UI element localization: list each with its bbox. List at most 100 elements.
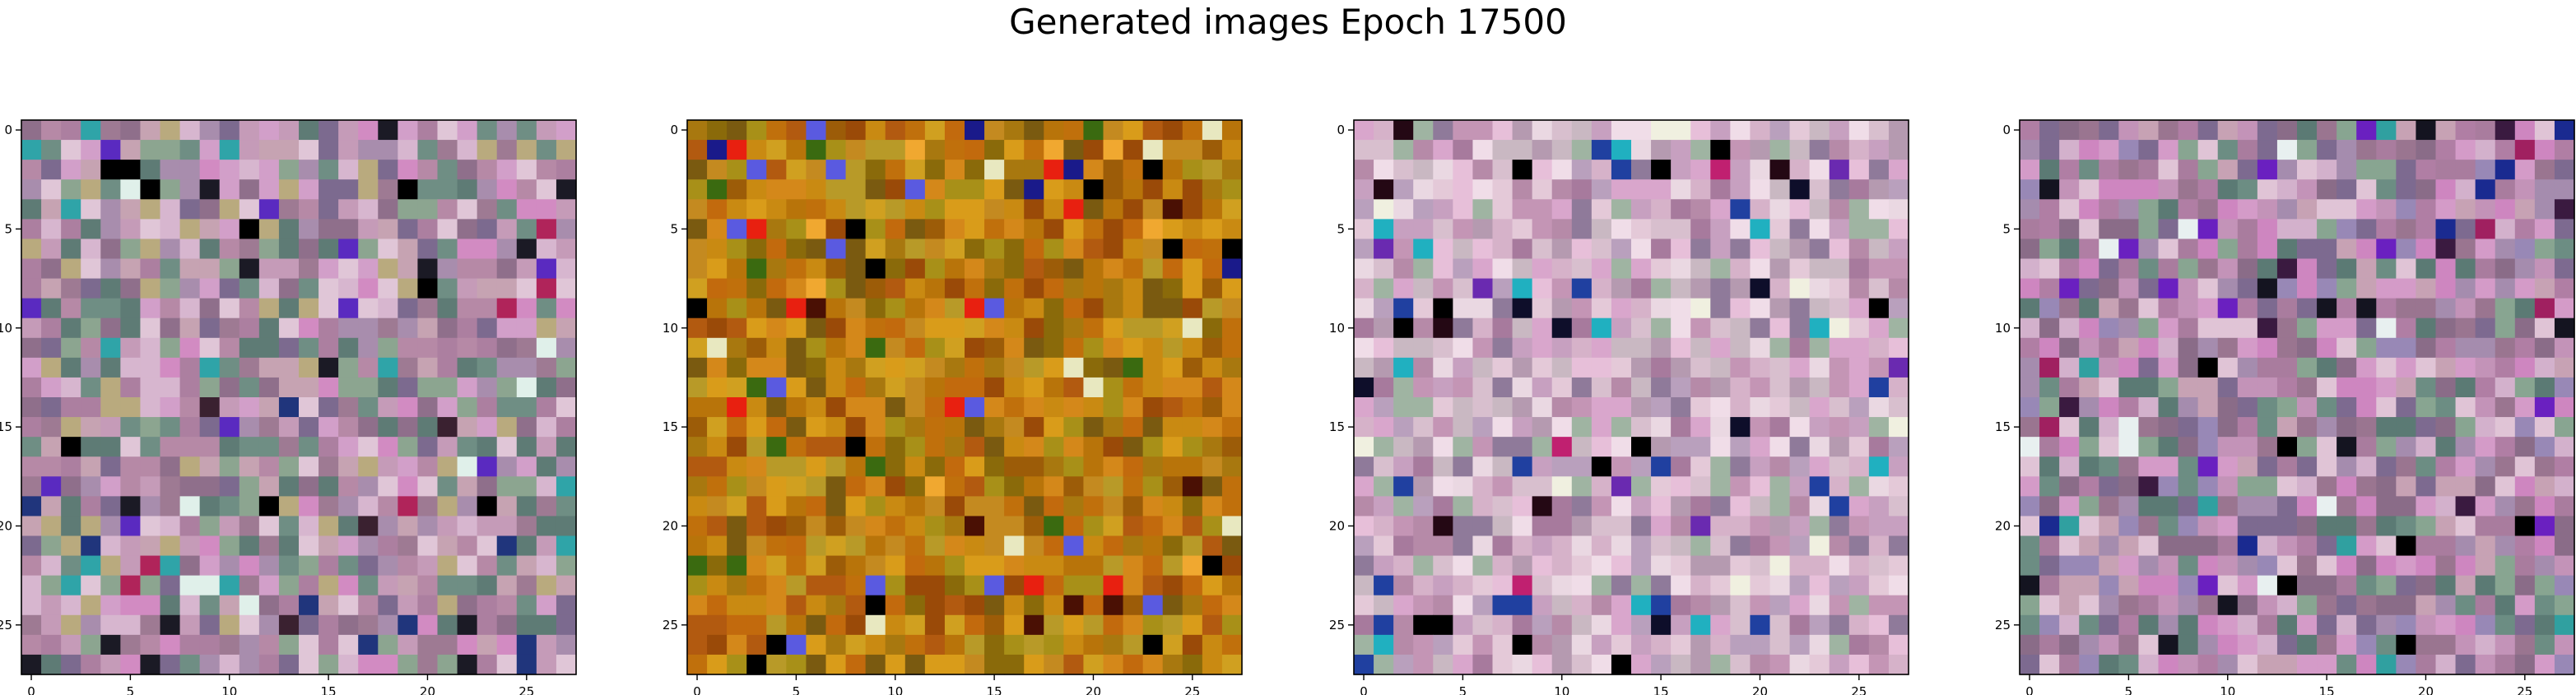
- pixel-cell: [2534, 634, 2555, 656]
- pixel-cell: [1671, 456, 1691, 477]
- pixel-cell: [727, 239, 747, 260]
- pixel-cell: [239, 337, 260, 359]
- pixel-cell: [984, 140, 1005, 160]
- pixel-cell: [2435, 555, 2457, 577]
- pixel-cell: [2534, 179, 2555, 200]
- pixel-cell: [1789, 535, 1811, 557]
- pixel-cell: [1789, 614, 1811, 636]
- pixel-cell: [516, 199, 537, 220]
- pixel-cell: [904, 239, 926, 260]
- pixel-cell: [1004, 298, 1025, 319]
- pixel-cell: [2435, 219, 2457, 240]
- pixel-cell: [81, 179, 101, 200]
- pixel-cell: [2020, 516, 2040, 537]
- pixel-cell: [746, 614, 767, 636]
- pixel-cell: [1123, 179, 1144, 200]
- pixel-cell: [1374, 614, 1394, 636]
- pixel-cell: [258, 278, 280, 299]
- pixel-cell: [2435, 575, 2457, 596]
- pixel-cell: [2099, 337, 2119, 359]
- pixel-cell: [61, 654, 81, 675]
- pixel-cell: [556, 377, 577, 398]
- pixel-cell: [825, 456, 847, 477]
- pixel-cell: [1750, 654, 1771, 675]
- pixel-cell: [1551, 160, 1573, 180]
- pixel-cell: [1044, 377, 1064, 398]
- pixel-cell: [1004, 179, 1025, 200]
- pixel-cell: [1044, 535, 1064, 557]
- pixel-cell: [2059, 456, 2080, 477]
- pixel-cell: [1063, 535, 1085, 557]
- pixel-cell: [120, 377, 142, 398]
- pixel-cell: [358, 496, 379, 517]
- pixel-cell: [806, 456, 827, 477]
- pixel-cell: [1789, 298, 1811, 319]
- pixel-cell: [885, 239, 906, 260]
- pixel-cell: [1221, 199, 1243, 220]
- pixel-cell: [746, 219, 767, 240]
- pixel-cell: [239, 397, 260, 418]
- pixel-cell: [81, 357, 101, 378]
- pixel-cell: [2495, 437, 2516, 457]
- pixel-cell: [2039, 496, 2060, 517]
- pixel-cell: [2158, 575, 2179, 596]
- pixel-cell: [1512, 357, 1533, 378]
- pixel-cell: [1512, 199, 1533, 220]
- pixel-cell: [278, 614, 300, 636]
- pixel-cell: [2455, 357, 2476, 378]
- pixel-cell: [2337, 160, 2357, 180]
- pixel-cell: [965, 437, 985, 457]
- pixel-cell: [258, 476, 280, 497]
- x-tick-label: 10: [2220, 684, 2235, 695]
- pixel-cell: [1024, 298, 1044, 319]
- pixel-cell: [1551, 614, 1573, 636]
- pixel-cell: [2495, 337, 2516, 359]
- pixel-cell: [100, 120, 121, 141]
- pixel-cell: [199, 140, 221, 160]
- pixel-cell: [1453, 397, 1474, 418]
- pixel-cell: [1182, 120, 1203, 141]
- pixel-cell: [865, 298, 886, 319]
- pixel-cell: [2059, 555, 2080, 577]
- pixel-cell: [199, 317, 221, 339]
- pixel-cell: [727, 456, 747, 477]
- pixel-cell: [1374, 555, 1394, 577]
- pixel-cell: [61, 258, 81, 280]
- pixel-cell: [1591, 377, 1612, 398]
- pixel-cell: [2138, 516, 2160, 537]
- pixel-cell: [2534, 535, 2555, 557]
- pixel-cell: [81, 535, 101, 557]
- pixel-cell: [1551, 298, 1573, 319]
- y-tick-label: 10: [663, 321, 678, 336]
- pixel-cell: [1354, 140, 1374, 160]
- pixel-cell: [825, 140, 847, 160]
- pixel-cell: [2257, 456, 2278, 477]
- pixel-cell: [2475, 278, 2496, 299]
- pixel-cell: [41, 614, 62, 636]
- pixel-cell: [1393, 317, 1414, 339]
- pixel-cell: [1710, 516, 1731, 537]
- pixel-cell: [2217, 397, 2239, 418]
- pixel-cell: [766, 496, 787, 517]
- pixel-cell: [2297, 496, 2318, 517]
- pixel-cell: [2356, 337, 2377, 359]
- pixel-cell: [2217, 317, 2239, 339]
- pixel-cell: [2099, 397, 2119, 418]
- pixel-cell: [477, 357, 498, 378]
- pixel-cell: [2059, 140, 2080, 160]
- pixel-cell: [2079, 555, 2099, 577]
- pixel-cell: [687, 456, 708, 477]
- pixel-cell: [1492, 476, 1514, 497]
- pixel-cell: [61, 476, 81, 497]
- pixel-cell: [2356, 298, 2377, 319]
- pixel-cell: [1888, 456, 1909, 477]
- pixel-cell: [2118, 654, 2140, 675]
- pixel-cell: [1472, 337, 1494, 359]
- pixel-cell: [1651, 357, 1672, 378]
- pixel-cell: [2178, 239, 2199, 260]
- pixel-cell: [160, 555, 181, 577]
- pixel-cell: [2514, 634, 2536, 656]
- pixel-cell: [1591, 258, 1612, 280]
- pixel-cell: [2079, 516, 2099, 537]
- pixel-cell: [2297, 219, 2318, 240]
